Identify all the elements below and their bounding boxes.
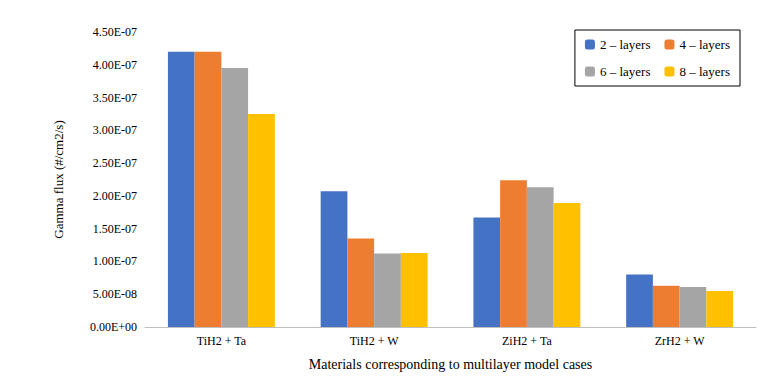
svg-text:3.00E-07: 3.00E-07 <box>93 123 137 137</box>
svg-text:2.00E-07: 2.00E-07 <box>93 189 137 203</box>
svg-text:ZiH2 + Ta: ZiH2 + Ta <box>502 334 552 348</box>
svg-text:1.50E-07: 1.50E-07 <box>93 222 137 236</box>
svg-text:5.00E-08: 5.00E-08 <box>93 287 137 301</box>
svg-text:Materials corresponding to mul: Materials corresponding to multilayer mo… <box>309 357 592 372</box>
svg-text:ZrH2 + W: ZrH2 + W <box>655 334 706 348</box>
svg-text:Gamma flux (#/cm2/s): Gamma flux (#/cm2/s) <box>51 120 66 238</box>
svg-text:4.00E-07: 4.00E-07 <box>93 58 137 72</box>
svg-text:TiH2 + W: TiH2 + W <box>350 334 399 348</box>
svg-text:2 – layers: 2 – layers <box>600 37 651 52</box>
svg-text:4.50E-07: 4.50E-07 <box>93 25 137 39</box>
svg-text:1.00E-07: 1.00E-07 <box>93 254 137 268</box>
svg-text:0.00E+00: 0.00E+00 <box>90 320 137 334</box>
svg-text:TiH2 + Ta: TiH2 + Ta <box>197 334 247 348</box>
svg-text:3.50E-07: 3.50E-07 <box>93 91 137 105</box>
svg-text:6 – layers: 6 – layers <box>600 64 651 79</box>
svg-text:8 – layers: 8 – layers <box>679 64 730 79</box>
svg-text:4 – layers: 4 – layers <box>679 37 730 52</box>
svg-text:2.50E-07: 2.50E-07 <box>93 156 137 170</box>
